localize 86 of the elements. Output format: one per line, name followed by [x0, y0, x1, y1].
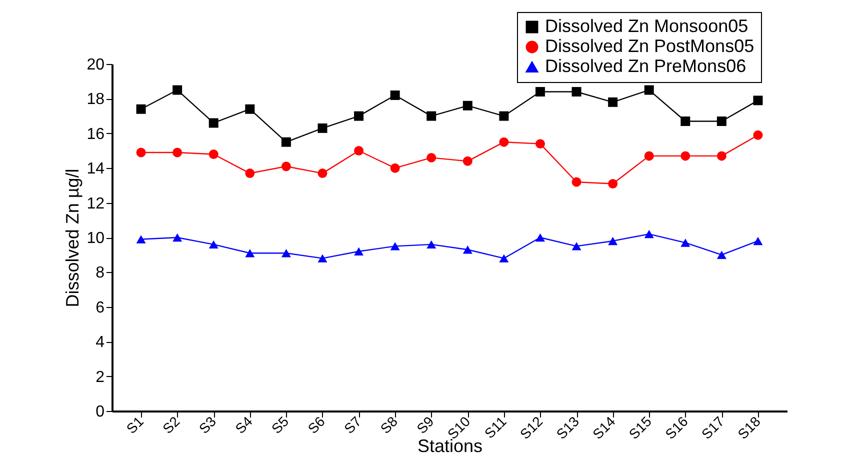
- point: [172, 85, 182, 95]
- point: [172, 233, 182, 242]
- x-tick-label: S11: [481, 412, 510, 442]
- point: [208, 149, 218, 159]
- point: [753, 130, 763, 140]
- point: [318, 254, 328, 262]
- point: [499, 137, 509, 147]
- x-tick-label: S15: [626, 412, 655, 442]
- point: [245, 168, 255, 178]
- point: [644, 230, 654, 238]
- point: [680, 151, 690, 161]
- point: [644, 85, 654, 95]
- y-tick-label: 8: [96, 264, 105, 282]
- point: [499, 254, 509, 262]
- point: [354, 146, 364, 156]
- point: [535, 233, 545, 242]
- x-tick-label: S5: [268, 412, 292, 437]
- point: [390, 242, 400, 250]
- y-tick-label: 12: [86, 195, 105, 212]
- y-axis-title: Dissolved Zn µg/l: [62, 168, 83, 308]
- x-tick-label: S3: [196, 412, 220, 437]
- y-tick-label: 20: [86, 56, 105, 74]
- point: [753, 236, 763, 246]
- y-tick-label: 2: [96, 368, 105, 386]
- x-tick-label: S14: [589, 412, 618, 442]
- point: [136, 148, 146, 158]
- y-tick-label: 14: [86, 160, 105, 178]
- point: [354, 247, 364, 256]
- point: [608, 97, 618, 107]
- y-tick-label: 18: [86, 91, 105, 108]
- y-tick-label: 10: [86, 230, 105, 247]
- y-tick-label: 4: [96, 334, 105, 352]
- point: [318, 168, 328, 178]
- point: [172, 148, 182, 158]
- x-tick-label: S8: [377, 412, 401, 437]
- x-tick-label: S7: [340, 412, 364, 437]
- point: [608, 178, 618, 188]
- x-tick-label: S9: [413, 412, 437, 437]
- point: [572, 242, 582, 250]
- point: [245, 249, 255, 258]
- point: [572, 87, 582, 97]
- x-tick-label: S6: [304, 412, 328, 437]
- x-tick-label: S12: [516, 412, 546, 442]
- y-tick-label: 0: [96, 404, 105, 420]
- point: [680, 116, 690, 126]
- point: [136, 104, 146, 114]
- point: [281, 249, 291, 258]
- point: [680, 238, 690, 247]
- point: [535, 87, 545, 97]
- point: [716, 250, 726, 259]
- x-tick-label: S18: [734, 412, 764, 442]
- point: [245, 104, 255, 114]
- point: [462, 100, 472, 110]
- point: [753, 96, 763, 106]
- point: [208, 118, 218, 128]
- point: [462, 246, 472, 254]
- point: [136, 235, 146, 244]
- y-tick-label: 6: [96, 299, 105, 316]
- point: [535, 139, 545, 149]
- point: [208, 240, 218, 249]
- point: [281, 137, 291, 147]
- point: [281, 162, 291, 172]
- point: [318, 123, 328, 133]
- x-tick-label: S1: [123, 412, 147, 437]
- point: [608, 236, 618, 246]
- point: [390, 163, 400, 173]
- point: [644, 151, 654, 161]
- y-tick-label: 16: [86, 126, 105, 143]
- x-tick-label: S17: [698, 412, 728, 442]
- legend-label: Dissolved Zn PreMons06: [545, 56, 746, 76]
- legend-label: Dissolved Zn Monsoon05: [545, 16, 748, 36]
- point: [354, 111, 364, 121]
- point: [390, 90, 400, 100]
- x-tick-label: S16: [662, 412, 691, 442]
- point: [716, 151, 726, 161]
- point: [572, 177, 582, 187]
- point: [462, 156, 472, 166]
- point: [426, 111, 436, 121]
- legend-label: Dissolved Zn PostMons05: [545, 36, 754, 56]
- point: [716, 116, 726, 126]
- x-tick-label: S4: [232, 412, 256, 437]
- point: [426, 240, 436, 249]
- x-tick-label: S13: [553, 412, 582, 442]
- point: [426, 152, 436, 162]
- point: [499, 111, 509, 121]
- x-tick-label: S2: [159, 412, 183, 437]
